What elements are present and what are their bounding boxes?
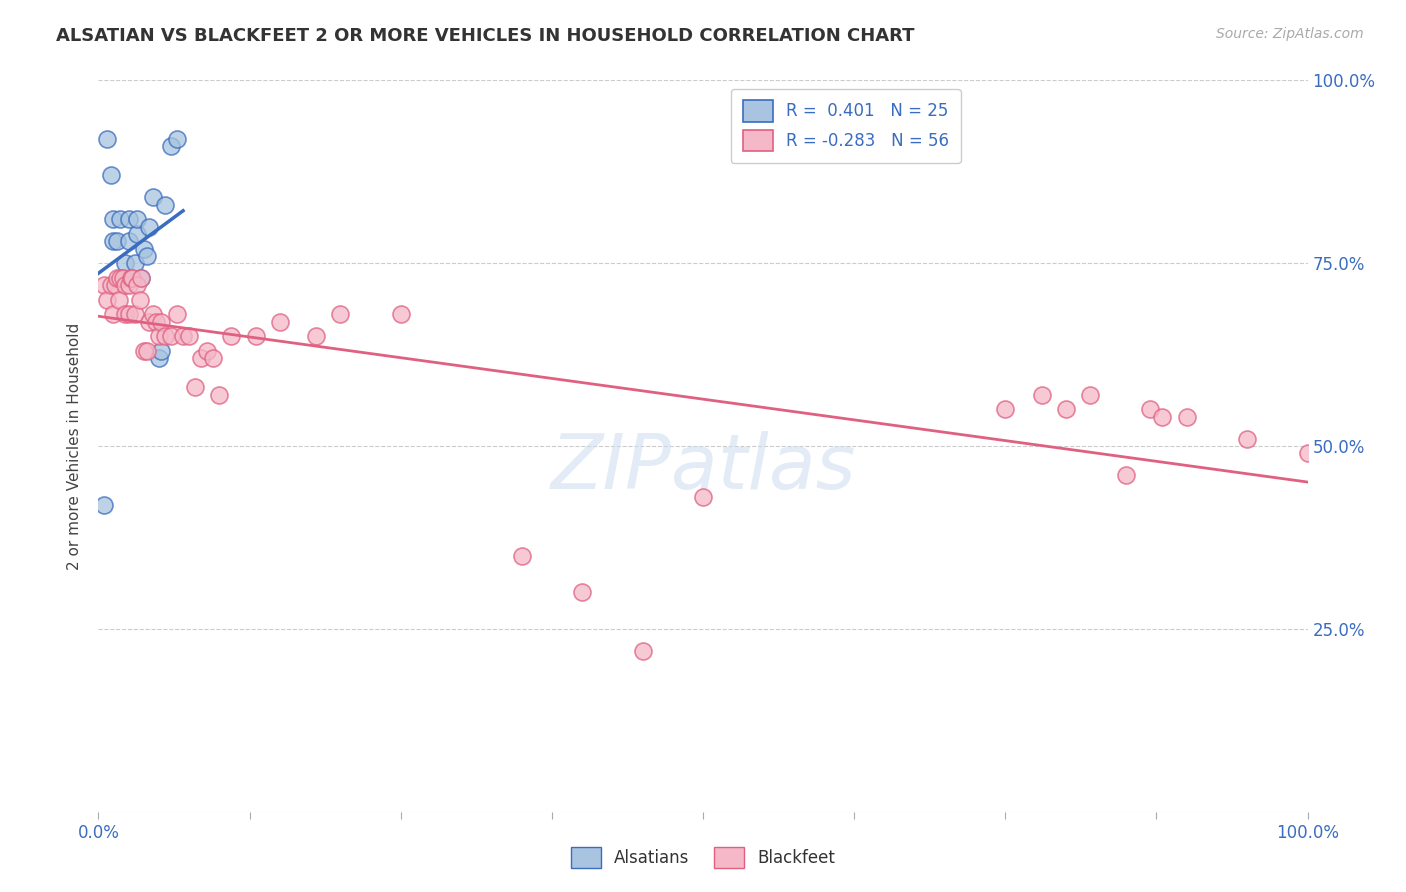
Point <box>128 293 150 307</box>
Point <box>100 278 122 293</box>
Point <box>101 307 124 321</box>
Point <box>108 293 131 307</box>
Point <box>118 278 141 293</box>
Point <box>208 388 231 402</box>
Point <box>172 329 194 343</box>
Point <box>160 139 183 153</box>
Point <box>129 270 152 285</box>
Point <box>118 234 141 248</box>
Point <box>571 585 593 599</box>
Point <box>153 197 176 211</box>
Point <box>101 234 124 248</box>
Point <box>153 329 176 343</box>
Point <box>195 343 218 358</box>
Point <box>150 343 173 358</box>
Point <box>127 278 149 293</box>
Point <box>1078 388 1101 402</box>
Point <box>142 307 165 321</box>
Point <box>1054 402 1077 417</box>
Point <box>134 242 156 256</box>
Point <box>118 212 141 227</box>
Point <box>510 549 533 563</box>
Point <box>160 329 183 343</box>
Point <box>135 249 157 263</box>
Point <box>118 307 141 321</box>
Point <box>179 329 201 343</box>
Point <box>134 343 156 358</box>
Point <box>1115 468 1137 483</box>
Point <box>121 270 143 285</box>
Point <box>1152 409 1174 424</box>
Point <box>127 227 149 241</box>
Point <box>105 270 128 285</box>
Point <box>124 256 146 270</box>
Point <box>93 498 115 512</box>
Point <box>129 270 152 285</box>
Point <box>93 278 115 293</box>
Point <box>148 329 170 343</box>
Point <box>121 270 143 285</box>
Point <box>108 270 131 285</box>
Point <box>631 644 654 658</box>
Point <box>138 315 160 329</box>
Point <box>101 212 124 227</box>
Point <box>148 351 170 366</box>
Text: ZIPatlas: ZIPatlas <box>550 431 856 505</box>
Point <box>1031 388 1053 402</box>
Point <box>389 307 412 321</box>
Point <box>1139 402 1161 417</box>
Point <box>190 351 212 366</box>
Point <box>202 351 225 366</box>
Point <box>114 278 136 293</box>
Legend: Alsatians, Blackfeet: Alsatians, Blackfeet <box>564 840 842 875</box>
Point <box>145 315 167 329</box>
Point <box>142 190 165 204</box>
Point <box>100 169 122 183</box>
Point <box>184 380 207 394</box>
Point <box>1296 446 1319 460</box>
Point <box>111 270 134 285</box>
Legend: R =  0.401   N = 25, R = -0.283   N = 56: R = 0.401 N = 25, R = -0.283 N = 56 <box>731 88 960 163</box>
Point <box>111 270 134 285</box>
Text: ALSATIAN VS BLACKFEET 2 OR MORE VEHICLES IN HOUSEHOLD CORRELATION CHART: ALSATIAN VS BLACKFEET 2 OR MORE VEHICLES… <box>56 27 915 45</box>
Point <box>135 343 157 358</box>
Point <box>138 219 160 234</box>
Text: Source: ZipAtlas.com: Source: ZipAtlas.com <box>1216 27 1364 41</box>
Point <box>96 293 118 307</box>
Point <box>124 307 146 321</box>
Point <box>245 329 267 343</box>
Point <box>150 315 173 329</box>
Point <box>96 132 118 146</box>
Point <box>114 307 136 321</box>
Point <box>108 212 131 227</box>
Point <box>120 270 142 285</box>
Point <box>166 307 188 321</box>
Point <box>329 307 352 321</box>
Point <box>166 132 188 146</box>
Point <box>105 234 128 248</box>
Point <box>221 329 243 343</box>
Point <box>114 256 136 270</box>
Y-axis label: 2 or more Vehicles in Household: 2 or more Vehicles in Household <box>67 322 83 570</box>
Point <box>305 329 328 343</box>
Point <box>269 315 291 329</box>
Point <box>994 402 1017 417</box>
Point <box>692 490 714 504</box>
Point <box>1236 432 1258 446</box>
Point <box>127 212 149 227</box>
Point <box>1175 409 1198 424</box>
Point <box>104 278 127 293</box>
